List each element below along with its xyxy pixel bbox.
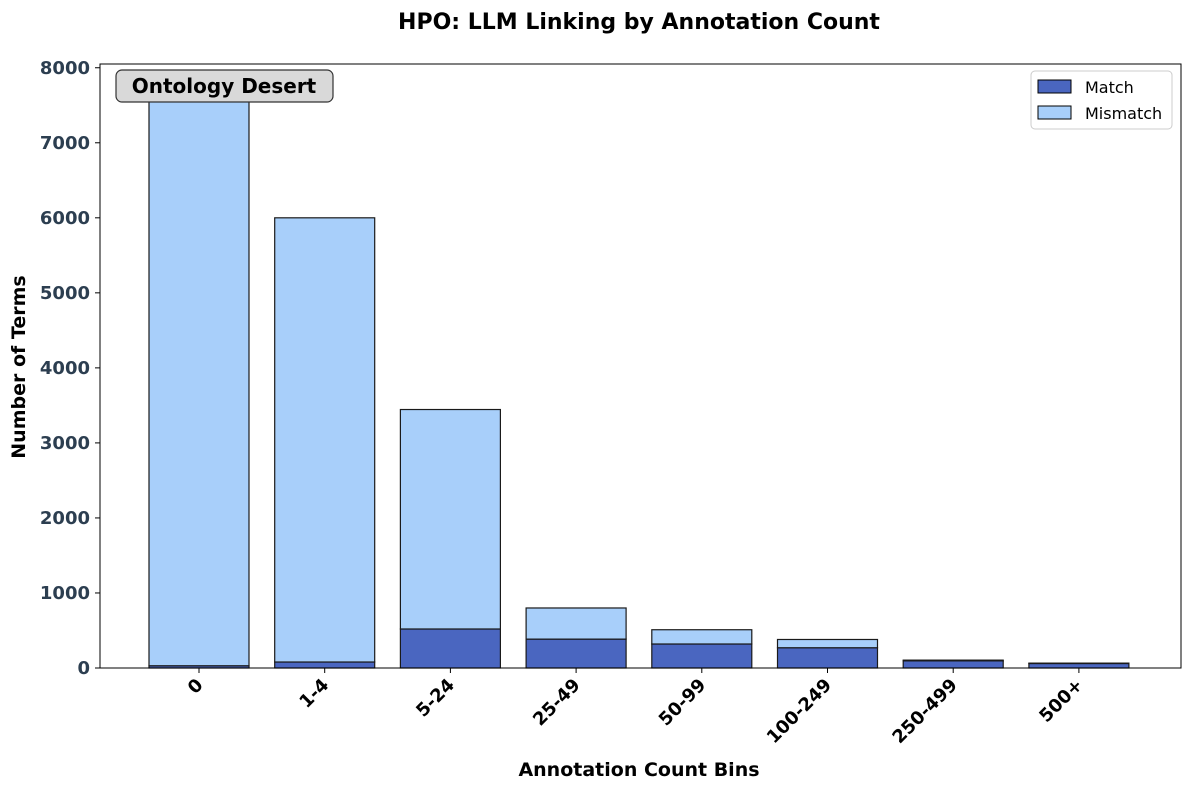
bar-match — [525, 638, 627, 669]
x-tick-label: 250-499 — [888, 675, 961, 748]
annotation-box: Ontology Desert — [115, 69, 334, 103]
annotation-text: Ontology Desert — [132, 74, 317, 98]
y-tick-label: 8000 — [40, 58, 90, 79]
y-tick-label: 6000 — [40, 208, 90, 229]
x-tick-label: 5-24 — [412, 675, 459, 722]
bar-match — [399, 628, 501, 669]
legend-swatch-match — [1037, 79, 1072, 94]
y-tick-label: 4000 — [40, 358, 90, 379]
bar-match — [776, 647, 879, 669]
y-tick-label: 7000 — [40, 133, 90, 154]
bar-mismatch — [651, 629, 753, 645]
plot-frame — [99, 63, 1182, 669]
y-tick-label: 1000 — [40, 583, 90, 604]
bar-match — [1028, 662, 1130, 669]
y-axis-label: Number of Terms — [8, 275, 30, 458]
bar-mismatch — [525, 607, 627, 640]
legend-label-mismatch: Mismatch — [1085, 104, 1162, 123]
x-tick-label: 500+ — [1035, 675, 1087, 727]
bars — [148, 91, 1130, 669]
bar-match — [274, 661, 376, 669]
y-tick-label: 0 — [77, 658, 90, 679]
y-tick-label: 3000 — [40, 433, 90, 454]
legend-label-match: Match — [1085, 78, 1134, 97]
chart-title: HPO: LLM Linking by Annotation Count — [398, 10, 880, 35]
bar-mismatch — [902, 659, 1004, 662]
x-axis-label: Annotation Count Bins — [518, 759, 759, 781]
legend-swatch-mismatch — [1037, 105, 1072, 120]
bar-mismatch — [274, 217, 376, 663]
bar-mismatch — [399, 408, 501, 630]
y-axis: 0 1000 2000 3000 4000 5000 6000 7000 8000 — [40, 58, 100, 679]
x-tick-label: 50-99 — [655, 675, 711, 731]
legend: Match Mismatch — [1030, 70, 1173, 130]
x-tick-label: 1-4 — [295, 675, 333, 713]
annotation-background — [115, 69, 334, 103]
bar-match — [902, 660, 1004, 669]
x-tick-label: 0 — [184, 675, 208, 699]
bar-mismatch — [776, 638, 879, 649]
bar-match — [651, 643, 753, 669]
y-tick-label: 5000 — [40, 283, 90, 304]
y-tick-label: 2000 — [40, 508, 90, 529]
x-axis: 0 1-4 5-24 25-49 50-99 100-249 250-499 500+ — [184, 668, 1087, 748]
x-tick-label: 100-249 — [763, 675, 836, 748]
bar-mismatch — [148, 91, 250, 667]
x-tick-label: 25-49 — [529, 675, 585, 731]
